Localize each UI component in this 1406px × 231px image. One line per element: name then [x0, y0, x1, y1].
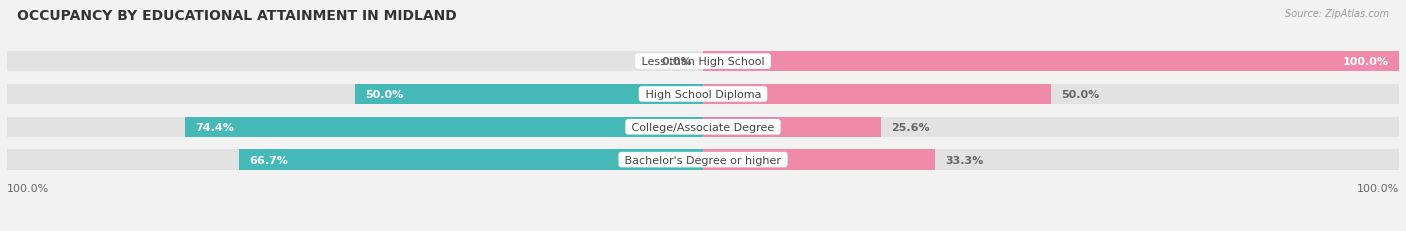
Text: College/Associate Degree: College/Associate Degree: [628, 122, 778, 132]
Bar: [7, 84, 1399, 105]
Text: Bachelor's Degree or higher: Bachelor's Degree or higher: [621, 155, 785, 165]
Bar: [703, 52, 1399, 72]
Bar: [186, 117, 703, 137]
Text: 50.0%: 50.0%: [366, 90, 404, 100]
Text: 66.7%: 66.7%: [249, 155, 288, 165]
Text: Source: ZipAtlas.com: Source: ZipAtlas.com: [1285, 9, 1389, 19]
Bar: [703, 117, 882, 137]
Text: 0.0%: 0.0%: [662, 57, 693, 67]
Bar: [354, 84, 703, 105]
Text: Less than High School: Less than High School: [638, 57, 768, 67]
Text: 100.0%: 100.0%: [1357, 183, 1399, 193]
Text: 100.0%: 100.0%: [7, 183, 49, 193]
Bar: [7, 117, 1399, 137]
Text: 25.6%: 25.6%: [891, 122, 931, 132]
Text: OCCUPANCY BY EDUCATIONAL ATTAINMENT IN MIDLAND: OCCUPANCY BY EDUCATIONAL ATTAINMENT IN M…: [17, 9, 457, 23]
Text: High School Diploma: High School Diploma: [641, 90, 765, 100]
Text: 50.0%: 50.0%: [1062, 90, 1099, 100]
Bar: [7, 52, 1399, 72]
Bar: [239, 150, 703, 170]
Bar: [703, 150, 935, 170]
Text: 74.4%: 74.4%: [195, 122, 235, 132]
Bar: [703, 84, 1052, 105]
Text: 33.3%: 33.3%: [945, 155, 983, 165]
Bar: [7, 150, 1399, 170]
Text: 100.0%: 100.0%: [1343, 57, 1389, 67]
